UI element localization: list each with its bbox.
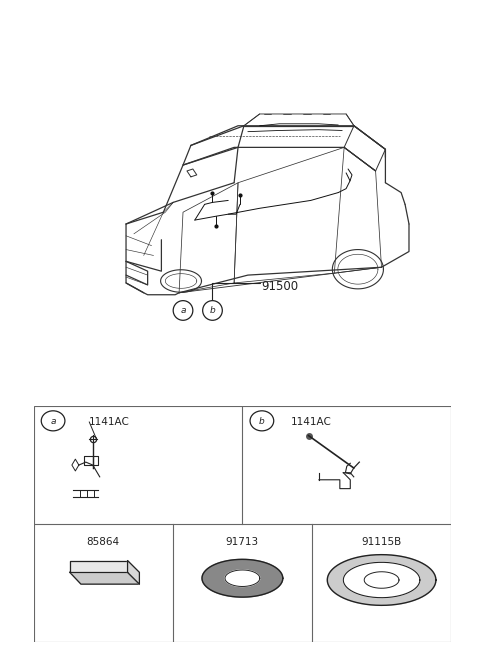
Polygon shape	[70, 561, 128, 572]
Polygon shape	[343, 563, 420, 597]
Circle shape	[203, 301, 222, 320]
Text: 1141AC: 1141AC	[291, 417, 332, 427]
Text: 85864: 85864	[86, 537, 120, 547]
Polygon shape	[202, 559, 283, 597]
Polygon shape	[327, 555, 436, 605]
Text: b: b	[259, 417, 265, 426]
Text: a: a	[180, 306, 186, 315]
Text: 91115B: 91115B	[361, 537, 402, 547]
Circle shape	[41, 411, 65, 431]
Text: 91713: 91713	[226, 537, 259, 547]
Text: b: b	[210, 306, 216, 315]
Text: 1141AC: 1141AC	[89, 417, 130, 427]
Text: a: a	[50, 417, 56, 426]
Polygon shape	[128, 561, 139, 584]
Circle shape	[250, 411, 274, 431]
Polygon shape	[225, 570, 260, 586]
Text: 91500: 91500	[262, 280, 299, 293]
Circle shape	[173, 301, 193, 320]
Polygon shape	[70, 572, 139, 584]
